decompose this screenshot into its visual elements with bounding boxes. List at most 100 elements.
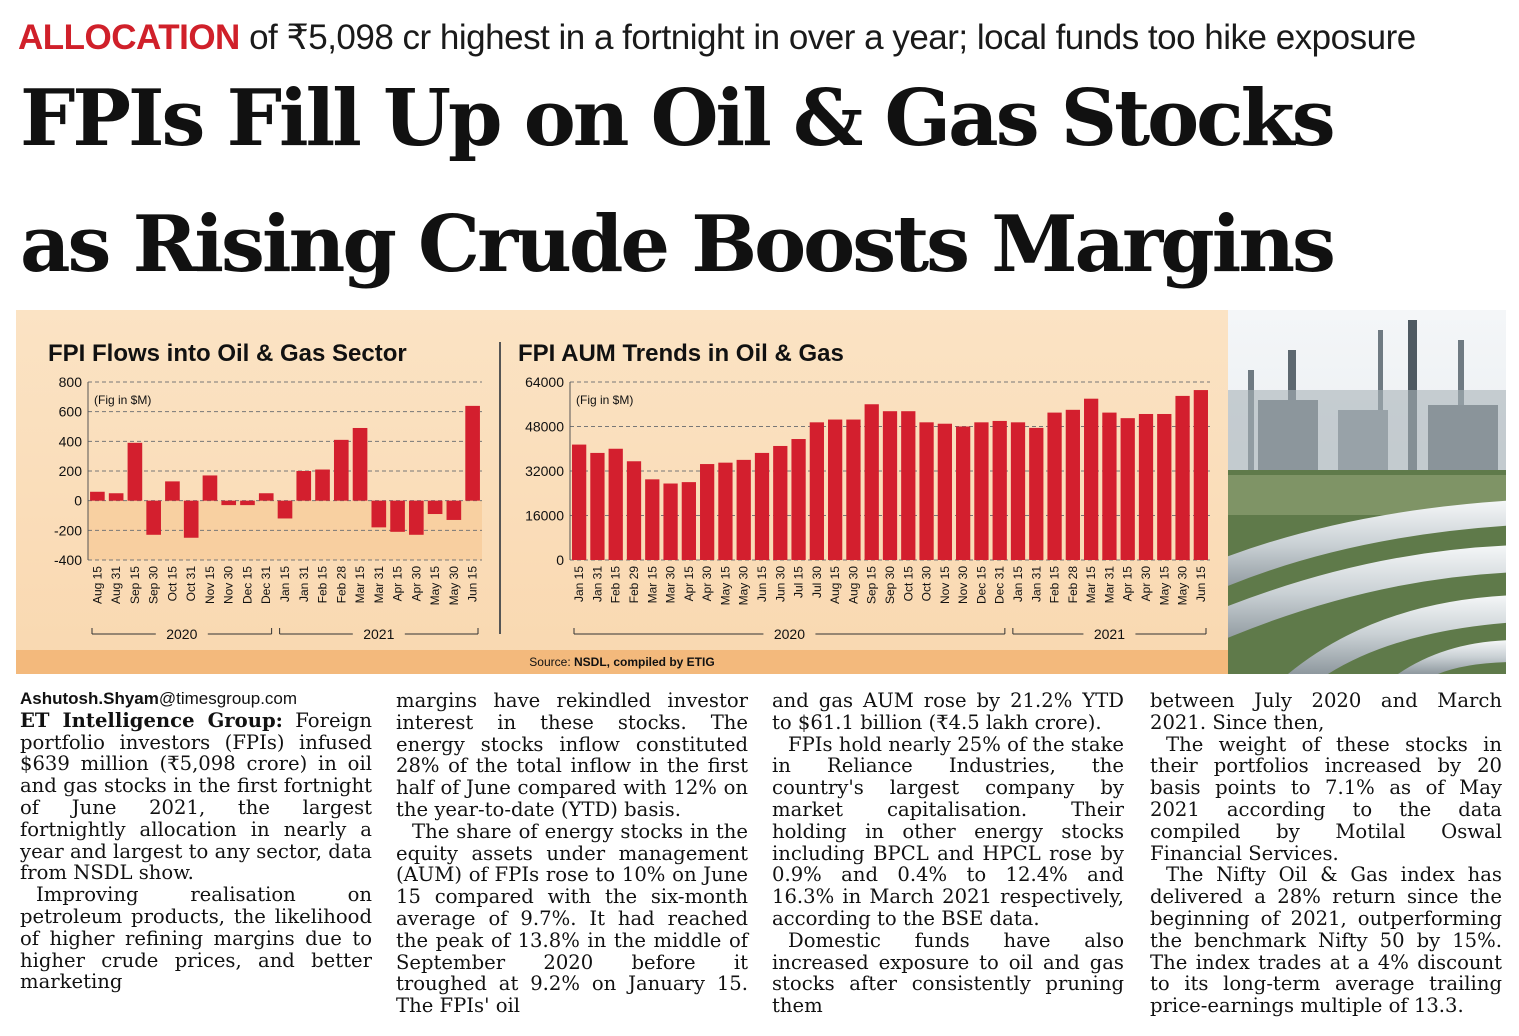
flows-unit-note: (Fig in $M) [94, 393, 151, 407]
aum-bar [1047, 412, 1062, 560]
aum-bar [590, 452, 605, 560]
aum-xtick-label: Dec 15 [974, 566, 988, 604]
flows-bar [390, 500, 405, 532]
aum-bar [1120, 418, 1135, 560]
flows-xtick-label: Dec 31 [259, 566, 273, 604]
article-paragraph-9: The weight of these stocks in their port… [1150, 732, 1502, 865]
aum-bar [974, 422, 989, 560]
aum-xtick-label: Jun 15 [755, 566, 769, 602]
aum-xtick-label: Mar 30 [664, 566, 678, 604]
article-lead-in: ET Intelligence Group: [20, 708, 283, 732]
aum-xtick-label: Apr 30 [700, 566, 714, 602]
flows-bar [446, 500, 462, 520]
aum-bar [1084, 398, 1099, 560]
aum-bar [754, 452, 770, 560]
aum-bar [608, 448, 623, 560]
flows-xtick-label: Sep 15 [128, 566, 142, 604]
article-paragraph-6: FPIs hold nearly 25% of the stake in Rel… [772, 732, 1124, 930]
flows-xtick-label: Oct 31 [184, 566, 198, 602]
flows-xtick-label: May 30 [447, 566, 461, 606]
flows-bar [315, 469, 330, 501]
article-column-4: between July 2020 and March 2021. Since … [1150, 690, 1502, 1017]
headline-line-1: FPIs Fill Up on Oil & Gas Stocks [20, 73, 1336, 164]
aum-xtick-label: Jan 31 [1029, 566, 1043, 602]
aum-xtick-label: Feb 15 [609, 566, 623, 604]
aum-bar [864, 404, 879, 560]
aum-xtick-label: May 15 [1157, 566, 1171, 606]
kicker: ALLOCATION of ₹5,098 cr highest in a for… [18, 18, 1416, 58]
source-label: Source: [529, 655, 571, 669]
flows-xtick-label: Oct 15 [165, 566, 179, 602]
aum-xtick-label: Apr 15 [682, 566, 696, 602]
aum-xtick-label: Apr 30 [1139, 566, 1153, 602]
aum-xtick-label: Mar 15 [1084, 566, 1098, 604]
aum-xtick-label: May 30 [737, 566, 751, 606]
kicker-text: of ₹5,098 cr highest in a fortnight in o… [249, 18, 1416, 57]
article-paragraph-4: The share of energy stocks in the equity… [396, 819, 748, 1018]
aum-xtick-label: Jul 30 [810, 566, 824, 598]
flows-bar [202, 475, 218, 501]
aum-xtick-label: Jun 15 [1194, 566, 1208, 602]
aum-xtick-label: Jan 15 [572, 566, 586, 602]
aum-bar [681, 482, 696, 560]
flows-bar [258, 493, 274, 501]
aum-xtick-label: Feb 15 [1048, 566, 1062, 604]
flows-year-label: 2020 [166, 626, 197, 642]
flows-bar [333, 439, 349, 501]
flows-xtick-label: Nov 30 [222, 566, 236, 604]
flows-ytick-label: -200 [54, 522, 82, 538]
aum-bar [809, 422, 824, 560]
article-paragraph-5: and gas AUM rose by 21.2% YTD to $61.1 b… [772, 689, 1124, 734]
aum-bar [992, 420, 1007, 560]
aum-xtick-label: Oct 15 [901, 566, 915, 602]
flows-xtick-label: May 15 [428, 566, 442, 606]
article-column-2: margins have rekindled investor interest… [396, 690, 748, 1017]
aum-ytick-label: 16000 [525, 508, 564, 524]
flows-bar [146, 500, 161, 535]
aum-xtick-label: Mar 15 [645, 566, 659, 604]
aum-bar [791, 439, 806, 560]
flows-ytick-label: 400 [59, 433, 83, 449]
chart-fpi-flows: 800 600 400 200 0 -200 -400 (Fig in $M) Aug 15 Au… [54, 374, 482, 642]
flows-xtick-label: Jan 15 [278, 566, 292, 602]
aum-bar [828, 419, 843, 560]
flows-bar [108, 493, 124, 501]
aum-xtick-label: Dec 31 [993, 566, 1007, 604]
aum-xtick-label: Nov 15 [938, 566, 952, 604]
byline: Ashutosh.Shyam@timesgroup.com [20, 688, 372, 710]
aum-bar [736, 459, 751, 560]
aum-xtick-label: Feb 29 [627, 566, 641, 604]
flows-xtick-label: Apr 15 [391, 566, 405, 602]
aum-xtick-label: May 30 [1176, 566, 1190, 606]
source-bar: Source: NSDL, compiled by ETIG [16, 650, 1228, 674]
flows-year-label: 2021 [363, 626, 394, 642]
flows-xtick-label: Mar 15 [353, 566, 367, 604]
byline-domain: @timesgroup.com [158, 689, 298, 708]
aum-bar [1065, 409, 1080, 560]
aum-bar [1102, 412, 1117, 560]
aum-bar [1010, 422, 1026, 560]
article-paragraph-8: between July 2020 and March 2021. Since … [1150, 689, 1502, 734]
aum-xtick-label: Mar 31 [1102, 566, 1116, 604]
aum-bar [956, 426, 971, 560]
aum-bar [901, 411, 916, 560]
byline-name: Ashutosh.Shyam [20, 689, 159, 708]
aum-bar [663, 483, 678, 560]
aum-bar [700, 464, 715, 560]
aum-bar [1193, 390, 1208, 560]
chart-divider [499, 342, 501, 634]
aum-ytick-label: 0 [556, 552, 564, 568]
article-paragraph-1: ET Intelligence Group: Foreign portfolio… [20, 708, 372, 884]
flows-ytick-label: 0 [74, 493, 82, 509]
flows-bar [427, 500, 443, 515]
aum-bar [1138, 413, 1154, 560]
flows-xtick-label: Feb 15 [316, 566, 330, 604]
flows-ytick-label: 600 [59, 404, 83, 420]
flows-bar [277, 500, 293, 519]
flows-xtick-label: Aug 15 [90, 566, 104, 604]
flows-ytick-label: 800 [59, 374, 83, 390]
aum-bar [773, 445, 788, 560]
flows-ytick-label: 200 [59, 463, 83, 479]
chart2-title: FPI AUM Trends in Oil & Gas [518, 340, 844, 367]
flows-xtick-label: Sep 30 [147, 566, 161, 604]
